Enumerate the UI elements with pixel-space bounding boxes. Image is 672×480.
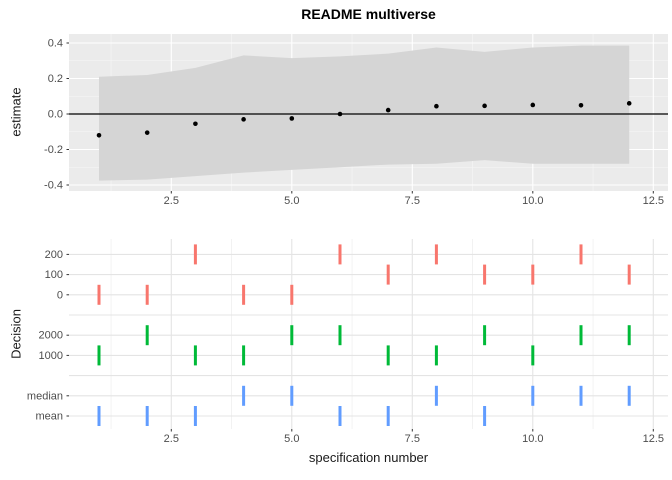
decision-tick-1000 [242, 345, 246, 366]
top-x-tick-label: 5.0 [284, 195, 299, 207]
estimate-point [144, 130, 150, 135]
confidence-ribbon [99, 45, 630, 181]
decision-tick-100 [483, 264, 487, 285]
decision-tick-median [579, 385, 583, 406]
decision-tick-0 [97, 284, 101, 305]
top-y-tick-label: -0.2 [44, 144, 63, 156]
decision-tick-2000 [338, 325, 342, 346]
bottom-x-tick-label: 10.0 [522, 433, 543, 445]
estimate-point [530, 102, 536, 108]
top-y-tick-label: 0.0 [48, 109, 63, 121]
decision-tick-100 [531, 264, 535, 285]
chart-title: README multiverse [301, 6, 436, 22]
bottom-x-tick-label: 5.0 [284, 433, 299, 445]
decision-tick-median [242, 385, 246, 406]
decision-tick-1000 [97, 345, 101, 366]
decision-tick-1000 [193, 345, 197, 366]
bottom-y-tick-label: mean [35, 411, 63, 423]
decision-tick-1000 [386, 345, 390, 366]
estimate-point [289, 116, 295, 121]
decision-tick-200 [338, 244, 342, 265]
estimate-point [96, 133, 102, 138]
top-y-tick-label: 0.4 [48, 38, 63, 50]
decision-tick-200 [434, 244, 438, 265]
decision-tick-1000 [531, 345, 535, 366]
top-y-tick-label: 0.2 [48, 73, 63, 85]
decision-tick-2000 [579, 325, 583, 346]
decision-tick-2000 [290, 325, 294, 346]
decision-tick-200 [579, 244, 583, 265]
estimate-point [193, 121, 198, 127]
estimate-point [434, 103, 439, 109]
x-axis-title: specification number [308, 450, 429, 465]
decision-tick-1000 [434, 345, 438, 366]
top-x-tick-label: 12.5 [643, 195, 664, 207]
top-x-tick-label: 2.5 [164, 195, 179, 207]
decision-tick-0 [145, 284, 149, 305]
top-y-tick-label: -0.4 [44, 180, 63, 192]
decision-tick-mean [338, 406, 342, 426]
decision-tick-2000 [145, 325, 149, 346]
decision-tick-200 [193, 244, 197, 265]
estimate-point [578, 103, 584, 108]
bottom-y-tick-label: 0 [57, 289, 63, 301]
bottom-y-tick-label: 100 [45, 269, 63, 281]
decision-tick-0 [290, 284, 294, 305]
estimate-point [337, 111, 343, 117]
decision-tick-mean [386, 406, 390, 426]
decision-tick-100 [386, 264, 390, 285]
decision-tick-mean [97, 406, 101, 426]
bottom-y-tick-label: 1000 [39, 350, 63, 362]
decision-tick-mean [145, 406, 149, 426]
decision-tick-mean [193, 406, 197, 426]
decision-tick-median [531, 385, 535, 406]
bottom-y-tick-label: 2000 [39, 330, 63, 342]
decision-tick-mean [483, 406, 487, 426]
decision-tick-100 [627, 264, 631, 285]
decision-tick-0 [242, 284, 246, 305]
estimate-point [241, 117, 246, 122]
top-x-tick-label: 10.0 [522, 195, 543, 207]
bottom-y-tick-label: 200 [45, 249, 63, 261]
decision-tick-median [290, 385, 294, 406]
decision-tick-2000 [627, 325, 631, 346]
decision-tick-2000 [483, 325, 487, 346]
decision-tick-median [434, 385, 438, 406]
bottom-x-tick-label: 2.5 [164, 433, 179, 445]
decision-tick-median [627, 385, 631, 406]
bottom-y-tick-label: median [27, 390, 63, 402]
bottom-x-tick-label: 7.5 [405, 433, 420, 445]
estimate-point [385, 107, 391, 113]
estimate-point [626, 101, 632, 106]
bottom-x-tick-label: 12.5 [643, 433, 664, 445]
estimate-point [482, 103, 487, 109]
top-x-tick-label: 7.5 [405, 195, 420, 207]
